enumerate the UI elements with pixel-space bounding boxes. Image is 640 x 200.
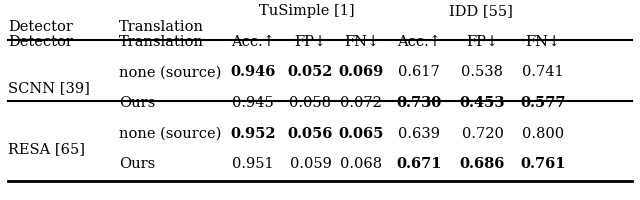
Text: 0.453: 0.453 <box>460 96 505 110</box>
Text: SCNN [39]: SCNN [39] <box>8 81 90 95</box>
Text: Acc.↑: Acc.↑ <box>397 35 441 49</box>
Text: 0.639: 0.639 <box>398 127 440 141</box>
Text: 0.065: 0.065 <box>339 127 384 141</box>
Text: Detector: Detector <box>8 35 72 49</box>
Text: Translation: Translation <box>119 20 204 34</box>
Text: none (source): none (source) <box>119 127 221 141</box>
Text: 0.951: 0.951 <box>232 157 274 171</box>
Text: 0.945: 0.945 <box>232 96 274 110</box>
Text: none (source): none (source) <box>119 65 221 79</box>
Text: 0.068: 0.068 <box>340 157 383 171</box>
Text: FP↓: FP↓ <box>294 35 326 49</box>
Text: Detector: Detector <box>8 20 72 34</box>
Text: IDD [55]: IDD [55] <box>449 4 513 18</box>
Text: Ours: Ours <box>119 157 156 171</box>
Text: 0.671: 0.671 <box>396 157 442 171</box>
Text: 0.686: 0.686 <box>460 157 505 171</box>
Text: 0.720: 0.720 <box>461 127 504 141</box>
Text: FN↓: FN↓ <box>344 35 379 49</box>
Text: 0.952: 0.952 <box>230 127 276 141</box>
Text: FP↓: FP↓ <box>467 35 499 49</box>
Text: Translation: Translation <box>119 35 204 49</box>
Text: 0.800: 0.800 <box>522 127 564 141</box>
Text: 0.617: 0.617 <box>398 65 440 79</box>
Text: TuSimple [1]: TuSimple [1] <box>259 4 355 18</box>
Text: 0.730: 0.730 <box>396 96 442 110</box>
Text: 0.056: 0.056 <box>288 127 333 141</box>
Text: Ours: Ours <box>119 96 156 110</box>
Text: 0.741: 0.741 <box>522 65 564 79</box>
Text: RESA [65]: RESA [65] <box>8 142 84 156</box>
Text: 0.059: 0.059 <box>289 157 332 171</box>
Text: FN↓: FN↓ <box>525 35 561 49</box>
Text: 0.072: 0.072 <box>340 96 382 110</box>
Text: 0.052: 0.052 <box>288 65 333 79</box>
Text: 0.946: 0.946 <box>230 65 276 79</box>
Text: 0.058: 0.058 <box>289 96 332 110</box>
Text: 0.577: 0.577 <box>520 96 566 110</box>
Text: 0.538: 0.538 <box>461 65 504 79</box>
Text: Acc.↑: Acc.↑ <box>231 35 275 49</box>
Text: 0.761: 0.761 <box>520 157 566 171</box>
Text: 0.069: 0.069 <box>339 65 384 79</box>
